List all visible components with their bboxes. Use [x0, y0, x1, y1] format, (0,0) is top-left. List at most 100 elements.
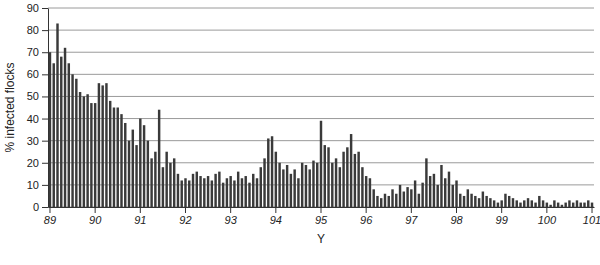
x-tick: 90 — [89, 207, 102, 226]
y-tick-mark — [42, 52, 48, 53]
y-tick: 40 — [27, 113, 48, 125]
bar — [282, 169, 284, 207]
grid-line — [48, 74, 594, 75]
x-tick: 100 — [538, 207, 557, 226]
bar — [196, 172, 198, 207]
bar — [275, 152, 277, 207]
bar — [331, 163, 333, 207]
bar — [489, 198, 491, 207]
bar — [421, 183, 423, 207]
x-tick-mark — [366, 207, 367, 213]
bar — [132, 130, 134, 207]
y-tick-mark — [42, 207, 48, 208]
bar — [241, 178, 243, 207]
x-tick-label: 95 — [315, 214, 328, 226]
x-tick: 91 — [134, 207, 146, 226]
bar — [534, 203, 536, 207]
bar — [214, 174, 216, 207]
y-tick-mark — [42, 141, 48, 142]
bar — [576, 200, 578, 207]
bar — [71, 74, 73, 207]
bar — [237, 172, 239, 207]
y-tick: 30 — [27, 135, 48, 147]
bar — [380, 198, 382, 207]
y-tick-label: 20 — [27, 157, 39, 169]
x-axis: 8990919293949596979899100101 — [44, 207, 600, 226]
bar — [527, 198, 529, 207]
bar — [500, 200, 502, 207]
bar — [218, 172, 220, 207]
bar — [192, 174, 194, 207]
y-tick-mark — [42, 8, 48, 9]
bar — [350, 134, 352, 207]
y-tick-label: 90 — [27, 2, 39, 14]
bar — [327, 147, 329, 207]
bar — [463, 196, 465, 207]
x-tick-mark — [501, 207, 502, 213]
bar — [583, 203, 585, 207]
y-tick: 50 — [27, 90, 48, 102]
bar — [354, 154, 356, 207]
y-tick: 60 — [27, 68, 48, 80]
y-tick: 20 — [27, 157, 48, 169]
bar — [542, 200, 544, 207]
x-tick: 96 — [360, 207, 373, 226]
x-tick-mark — [140, 207, 141, 213]
bar — [260, 167, 262, 207]
bar — [538, 196, 540, 207]
bar — [113, 108, 115, 208]
bar — [448, 172, 450, 207]
y-axis-line — [48, 9, 49, 208]
y-tick-label: 0 — [33, 201, 39, 213]
bar — [312, 161, 314, 207]
bar — [278, 163, 280, 207]
x-tick-mark — [275, 207, 276, 213]
x-tick-mark — [456, 207, 457, 213]
bar — [105, 83, 107, 207]
y-axis-title: % infected flocks — [3, 62, 17, 152]
bar — [143, 125, 145, 207]
bar — [293, 169, 295, 207]
bar — [248, 183, 250, 207]
bar — [512, 198, 514, 207]
x-tick-label: 98 — [450, 214, 463, 226]
bar — [580, 203, 582, 207]
bar — [271, 136, 273, 207]
bar — [60, 57, 62, 207]
bar — [357, 152, 359, 207]
bar — [207, 176, 209, 207]
bar — [120, 114, 122, 207]
bar — [388, 196, 390, 207]
bar — [467, 189, 469, 207]
grid-line — [48, 96, 594, 97]
bar — [290, 174, 292, 207]
x-tick: 98 — [450, 207, 463, 226]
bar — [169, 163, 171, 207]
bar — [90, 103, 92, 207]
bar — [128, 141, 130, 207]
bar — [504, 194, 506, 207]
x-tick-mark — [95, 207, 96, 213]
bar — [508, 196, 510, 207]
x-axis-title: Y — [317, 232, 325, 246]
bar — [308, 169, 310, 207]
bar — [252, 174, 254, 207]
bar — [455, 180, 457, 207]
bar — [433, 174, 435, 207]
bar — [568, 200, 570, 207]
bar — [211, 180, 213, 207]
y-tick-label: 40 — [27, 113, 39, 125]
bar — [301, 163, 303, 207]
bar — [56, 23, 58, 207]
bar — [173, 158, 175, 207]
bar — [493, 200, 495, 207]
bar — [83, 96, 85, 207]
bar — [369, 178, 371, 207]
bar — [64, 48, 66, 207]
bar — [553, 200, 555, 207]
y-tick-label: 10 — [27, 179, 39, 191]
bar — [158, 110, 160, 207]
bar — [452, 185, 454, 207]
x-tick-label: 99 — [496, 214, 508, 226]
bar — [305, 165, 307, 207]
